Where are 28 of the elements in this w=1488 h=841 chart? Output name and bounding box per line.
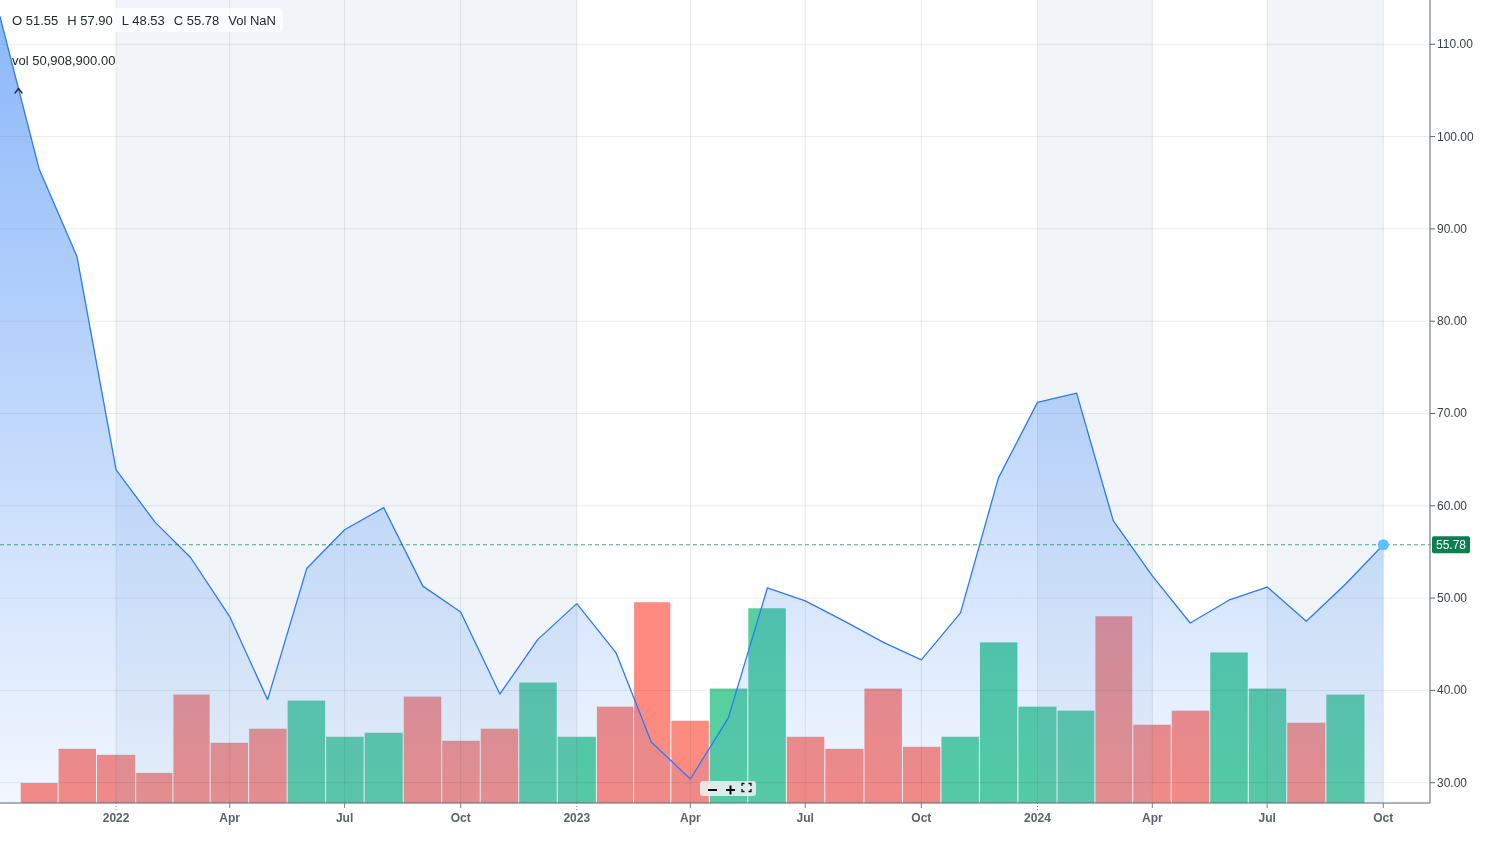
annotation: Vol NaN	[228, 13, 276, 28]
x-tick-label: Apr	[1141, 811, 1163, 825]
y-tick-label: 60.00	[1437, 498, 1468, 513]
y-tick-label: 40.00	[1437, 683, 1468, 698]
x-tick-label: 2022	[102, 811, 130, 825]
x-tick-label: Jul	[796, 811, 814, 825]
y-tick-label: 70.00	[1437, 406, 1468, 421]
x-tick-label: 2024	[1024, 811, 1052, 825]
x-tick-label: Oct	[450, 811, 471, 825]
x-tick-label: Oct	[911, 811, 932, 825]
x-tick-label: Jul	[335, 811, 354, 825]
y-tick-label: 110.00	[1437, 37, 1474, 52]
y-tick-label: 80.00	[1437, 314, 1468, 329]
annotation: H 57.90	[67, 13, 113, 28]
y-tick-label: 100.00	[1437, 129, 1475, 144]
ref-line-label: 55.78	[1436, 537, 1467, 552]
annotation: O 51.55	[12, 13, 59, 28]
x-tick-label: 2023	[563, 811, 591, 825]
y-tick-label: 50.00	[1437, 591, 1468, 606]
y-tick-label: 30.00	[1437, 775, 1468, 790]
annotation: C 55.78	[173, 13, 220, 28]
x-tick-label: Jul	[1258, 811, 1276, 825]
x-tick-label: Apr	[219, 811, 241, 825]
annotation: L 48.53	[121, 13, 165, 28]
y-tick-label: 90.00	[1437, 221, 1468, 236]
annotation: vol 50,908,900.00	[12, 53, 116, 68]
x-tick-label: Oct	[1373, 811, 1394, 825]
x-tick-label: Apr	[680, 811, 702, 825]
